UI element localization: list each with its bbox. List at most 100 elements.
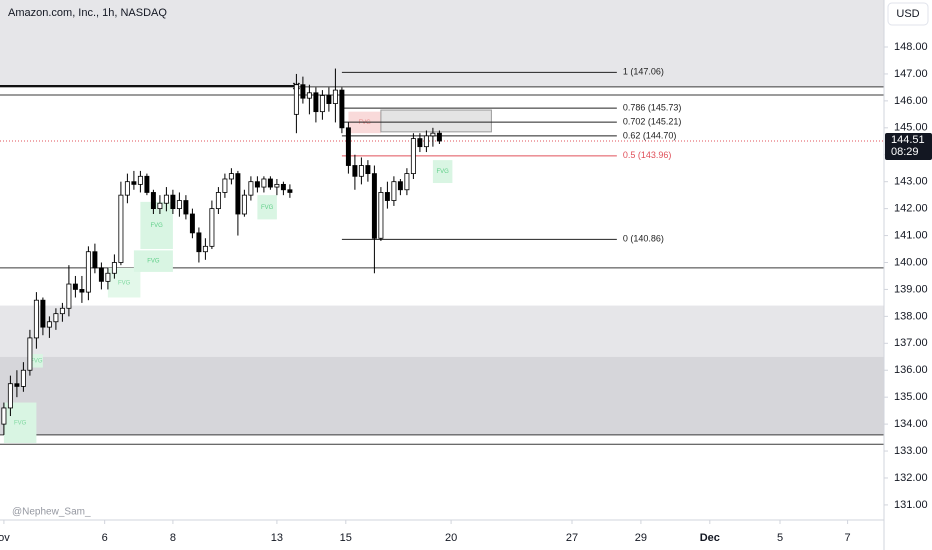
candle-body xyxy=(248,181,254,196)
fib-label: 0.786 (145.73) xyxy=(623,103,682,113)
price-axis xyxy=(884,0,932,550)
x-tick-label: 13 xyxy=(271,532,283,544)
candle-body xyxy=(300,84,306,99)
candle-body xyxy=(7,383,13,409)
y-tick-label: 136.00 xyxy=(894,364,928,376)
currency[interactable]: USD xyxy=(896,8,919,20)
candle-body xyxy=(157,202,163,210)
candle-body xyxy=(280,183,286,191)
candle-body xyxy=(105,272,111,282)
candle-body xyxy=(352,165,358,177)
gray-box xyxy=(380,109,492,133)
candle-body xyxy=(98,267,104,282)
y-tick-label: 135.00 xyxy=(894,391,928,403)
y-tick-label: 146.00 xyxy=(894,95,928,107)
candle-body xyxy=(384,192,390,201)
candle-body xyxy=(222,178,228,193)
candle-body xyxy=(228,173,234,180)
candle-body xyxy=(46,321,52,328)
candle-body xyxy=(163,194,169,204)
x-tick-label: 27 xyxy=(566,532,578,544)
candle-body xyxy=(59,307,65,315)
candle-body xyxy=(33,299,39,339)
candle-body xyxy=(436,132,442,142)
y-tick-label: 148.00 xyxy=(894,41,928,53)
candle-body xyxy=(358,165,364,177)
chart-title: Amazon.com, Inc., 1h, NASDAQ xyxy=(8,7,167,19)
candle-body xyxy=(293,84,299,115)
y-tick-label: 132.00 xyxy=(894,472,928,484)
candle-body xyxy=(261,178,267,188)
zone xyxy=(0,305,884,357)
candle-body xyxy=(137,175,143,185)
zone xyxy=(0,356,884,435)
y-tick-label: 142.00 xyxy=(894,203,928,215)
x-tick-label: 20 xyxy=(445,532,457,544)
candle-body xyxy=(378,192,384,239)
y-tick-label: 145.00 xyxy=(894,122,928,134)
y-tick-label: 139.00 xyxy=(894,283,928,295)
time-axis xyxy=(0,520,884,550)
fvg-label: FVG xyxy=(147,259,160,265)
fvg-label: FVG xyxy=(30,358,43,364)
price-tag xyxy=(885,133,932,161)
candle-body xyxy=(79,289,85,293)
price-tag-countdown: 08:29 xyxy=(891,146,919,158)
price-tag-value: 144.51 xyxy=(891,134,925,146)
fvg-label: FVG xyxy=(150,223,163,229)
currency-button[interactable] xyxy=(887,2,929,26)
candle-body xyxy=(274,183,280,188)
candle-body xyxy=(287,189,293,193)
candle-body xyxy=(417,138,423,148)
x-tick-label: 29 xyxy=(635,532,647,544)
y-tick-label: 141.00 xyxy=(894,229,928,241)
candle-body xyxy=(1,407,7,425)
candle-body xyxy=(345,127,351,166)
candle-body xyxy=(241,194,247,215)
fvg-box xyxy=(3,402,37,443)
fvg-label: FVG xyxy=(14,420,27,426)
fvg-label: FVG xyxy=(118,280,131,286)
candle-body xyxy=(202,245,208,253)
fib-label: 0.62 (144.70) xyxy=(623,130,677,140)
x-tick-label: 7 xyxy=(845,532,851,544)
x-tick-label: Dec xyxy=(700,532,720,544)
candle-body xyxy=(189,213,195,234)
candle-body xyxy=(267,178,273,188)
candle-body xyxy=(118,194,124,263)
fib-label: 0 (140.86) xyxy=(623,234,664,244)
fib-label: 0.5 (143.96) xyxy=(623,150,672,160)
candle-body xyxy=(40,299,46,328)
candle-body xyxy=(209,208,215,247)
candle-body xyxy=(124,181,130,196)
candle-body xyxy=(339,89,345,129)
candle-body xyxy=(170,194,176,210)
candle-body xyxy=(20,369,26,387)
candle-body xyxy=(215,192,221,210)
candle-body xyxy=(326,95,332,104)
plot-area: FVG FVG FVG FVG FVG FVG FVG FVG 1 (147.06) 0.786 … xyxy=(0,0,884,445)
candle-body xyxy=(410,138,416,175)
fvg-box xyxy=(133,250,173,272)
fvg-box xyxy=(29,354,43,368)
candle-body xyxy=(53,313,59,323)
candle-body xyxy=(423,135,429,148)
watermark: @Nephew_Sam_ xyxy=(12,507,91,518)
x-tick-label: ov xyxy=(0,532,10,544)
candle-body xyxy=(235,173,241,215)
candle-body xyxy=(306,92,312,99)
y-tick-label: 134.00 xyxy=(894,418,928,430)
candle-body xyxy=(144,175,150,193)
axes: 131.00 132.00 133.00 134.00 135.00 136.00 137.… xyxy=(0,41,932,544)
y-tick-label: 131.00 xyxy=(894,499,928,511)
candle-body xyxy=(365,165,371,175)
candle-body xyxy=(371,173,377,239)
candle-body xyxy=(397,181,403,191)
candle-body xyxy=(313,92,319,113)
y-tick-label: 137.00 xyxy=(894,337,928,349)
y-tick-label: 133.00 xyxy=(894,445,928,457)
fvg-label: FVG xyxy=(261,205,274,211)
candle-body xyxy=(111,262,117,274)
y-tick-label: 138.00 xyxy=(894,310,928,322)
